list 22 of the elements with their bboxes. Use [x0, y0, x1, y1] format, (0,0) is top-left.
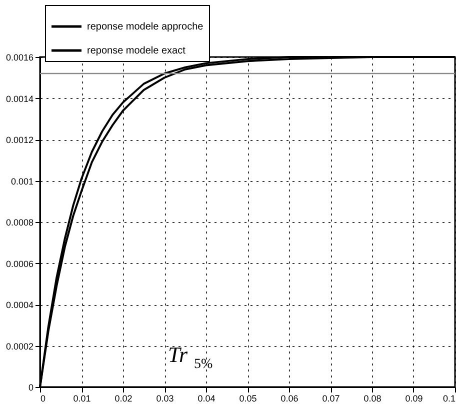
x-tick-label: 0.08 [364, 394, 382, 404]
x-tick-label: 0.09 [405, 394, 423, 404]
x-tick-label: 0.05 [239, 394, 257, 404]
x-tick-label: 0.02 [114, 394, 132, 404]
x-tick-label: 0 [40, 394, 46, 404]
legend-label: reponse modele exact [87, 46, 186, 56]
y-tick-label: 0.0006 [6, 258, 34, 269]
y-tick-label: 0.0008 [6, 218, 34, 228]
x-tick-label: 0.04 [198, 394, 216, 404]
x-tick-label: 0.1 [442, 394, 456, 404]
y-tick-label: 0.001 [10, 176, 34, 186]
y-tick-label: 0.0004 [6, 300, 34, 310]
y-tick-label: 0.0002 [6, 341, 34, 352]
y-tick-label: 0.0016 [6, 52, 34, 62]
x-tick-label: 0.07 [322, 394, 340, 404]
y-tick-label: 0.0014 [6, 94, 34, 104]
x-tick-label: 0.01 [73, 394, 91, 404]
x-tick-label: 0.06 [280, 394, 298, 404]
x-tick-label: 0.03 [156, 394, 174, 404]
y-tick-label: 0 [28, 382, 34, 392]
legend-label: reponse modele approche [87, 22, 204, 32]
y-tick-label: 0.0012 [6, 135, 34, 145]
